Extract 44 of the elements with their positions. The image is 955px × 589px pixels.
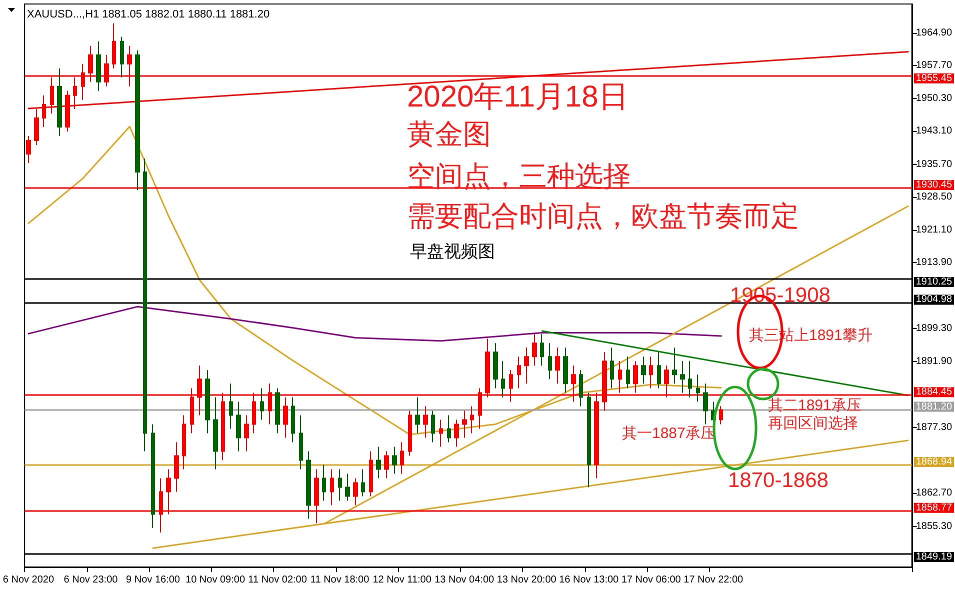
y-tick-label: 1855.30 xyxy=(916,520,952,532)
y-tick-label: 1921.10 xyxy=(916,224,952,236)
annotation: 空间点，三种选择 xyxy=(407,160,631,192)
y-tick-label: 1964.90 xyxy=(916,27,952,38)
y-tick-label: 1935.70 xyxy=(916,158,952,170)
x-tick-label: 6 Nov 2020 xyxy=(2,574,54,586)
ref-line-label: 1868.94 xyxy=(916,456,952,468)
ref-line-label: 1910.25 xyxy=(916,276,952,288)
x-tick-label: 13 Nov 20:00 xyxy=(496,574,557,586)
ref-line-label: 1884.45 xyxy=(916,386,952,398)
annotation: 其二1891承压 xyxy=(768,397,862,414)
y-tick-label: 1913.90 xyxy=(916,257,952,268)
ref-line-label: 1858.77 xyxy=(916,502,952,514)
x-tick-label: 16 Nov 13:00 xyxy=(559,574,620,586)
annotation: 再回区间选择 xyxy=(768,415,858,432)
annotation: 其一1887承压 xyxy=(622,425,716,442)
y-tick-label: 1928.50 xyxy=(916,191,952,202)
ref-line-label: 1930.45 xyxy=(916,179,952,190)
x-tick-label: 11 Nov 02:00 xyxy=(248,574,308,586)
y-tick-label: 1957.70 xyxy=(916,60,952,71)
x-tick-label: 10 Nov 09:00 xyxy=(186,574,246,586)
ref-line-label: 1849.19 xyxy=(916,551,952,562)
x-tick-label: 17 Nov 06:00 xyxy=(621,574,682,586)
y-tick-label: 1862.70 xyxy=(916,488,952,499)
ref-line-label: 1955.45 xyxy=(916,72,952,84)
chart-title: XAUUSD...,H1 1881.05 1882.01 1880.11 1881.20 xyxy=(27,8,270,20)
y-tick-label: 1891.90 xyxy=(916,356,952,368)
y-tick-label: 1899.30 xyxy=(916,322,952,334)
x-tick-label: 13 Nov 04:00 xyxy=(434,574,495,586)
annotation: 需要配合时间点，欧盘节奏而定 xyxy=(407,200,799,232)
annotation: 1870-1868 xyxy=(728,469,828,492)
y-tick-label: 1943.10 xyxy=(916,126,952,137)
ref-line-label: 1881.20 xyxy=(916,401,952,412)
x-tick-label: 17 Nov 22:00 xyxy=(684,574,744,586)
x-tick-label: 6 Nov 23:00 xyxy=(64,574,118,586)
x-tick-label: 11 Nov 18:00 xyxy=(310,574,370,586)
y-tick-label: 1877.30 xyxy=(916,422,952,433)
annotation: 早盘视频图 xyxy=(410,242,495,261)
annotation: 2020年11月18日 xyxy=(407,80,628,114)
y-tick-label: 1950.30 xyxy=(916,93,952,104)
annotation: 黄金图 xyxy=(407,118,491,150)
x-tick-label: 9 Nov 16:00 xyxy=(126,574,180,586)
x-tick-label: 12 Nov 11:00 xyxy=(372,574,432,586)
ref-line-label: 1904.98 xyxy=(916,294,952,306)
